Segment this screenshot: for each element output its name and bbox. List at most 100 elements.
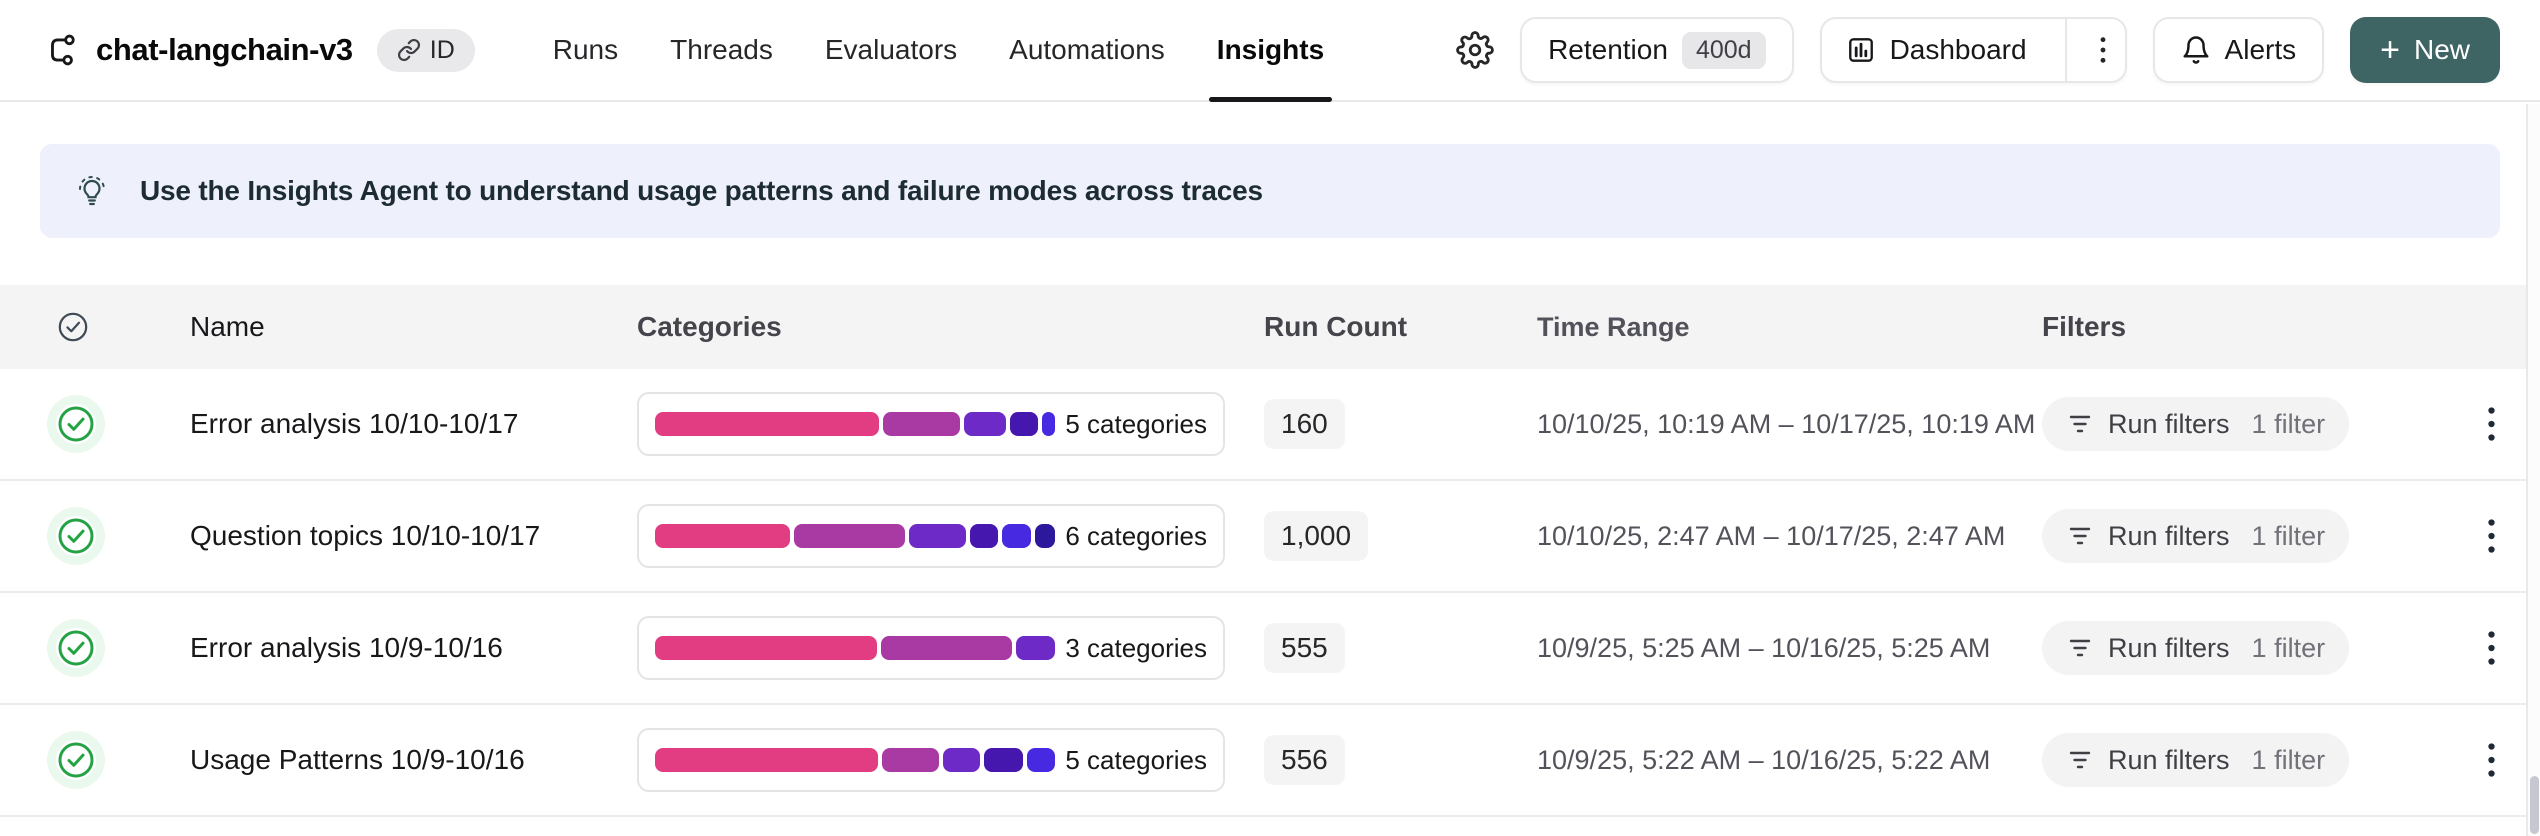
run-filters-button[interactable]: Run filters 1 filter	[2042, 621, 2350, 675]
active-tab-underline	[1208, 97, 1333, 102]
run-count-badge: 555	[1264, 623, 1345, 673]
alerts-label: Alerts	[2224, 34, 2297, 65]
category-segment	[1002, 524, 1032, 548]
category-segment	[882, 748, 940, 772]
retention-label: Retention	[1548, 34, 1668, 65]
new-button[interactable]: + New	[2350, 17, 2500, 83]
filter-lines-icon	[2066, 636, 2094, 660]
filter-count-label: 1 filter	[2251, 744, 2326, 775]
project-tabs: Runs Threads Evaluators Automations Insi…	[552, 0, 1333, 102]
link-icon	[397, 38, 421, 62]
insights-agent-banner: Use the Insights Agent to understand usa…	[40, 144, 2500, 238]
table-header-row: Name Categories Run Count Time Range Fil…	[0, 285, 2540, 369]
categories-cell: 6 categories	[637, 504, 1225, 568]
retention-button[interactable]: Retention 400d	[1520, 17, 1794, 83]
run-filters-label: Run filters	[2108, 408, 2230, 439]
kebab-vertical-icon	[2487, 406, 2496, 442]
new-button-label: New	[2413, 34, 2470, 65]
tab-evaluators[interactable]: Evaluators	[824, 34, 958, 65]
row-actions-button[interactable]	[2487, 630, 2496, 666]
tab-insights[interactable]: Insights	[1208, 0, 1333, 102]
filter-lines-icon	[2066, 412, 2094, 436]
category-segment	[983, 748, 1023, 772]
table-row[interactable]: Usage Patterns 10/9-10/16 5 categories 5…	[0, 705, 2540, 817]
row-actions-button[interactable]	[2487, 406, 2496, 442]
project-id-badge[interactable]: ID	[376, 28, 475, 72]
table-row[interactable]: Error analysis 10/9-10/16 3 categories 5…	[0, 593, 2540, 705]
category-segment	[1035, 524, 1055, 548]
filter-count-label: 1 filter	[2251, 408, 2326, 439]
filter-count-label: 1 filter	[2251, 520, 2326, 551]
scrollbar-thumb[interactable]	[2530, 776, 2539, 834]
select-column-header	[0, 310, 190, 344]
run-filters-button[interactable]: Run filters 1 filter	[2042, 397, 2350, 451]
category-segment	[969, 524, 999, 548]
dashboard-button[interactable]: Dashboard	[1822, 19, 2051, 81]
status-complete-icon	[56, 628, 96, 668]
plus-icon: +	[2380, 31, 2400, 69]
insight-name: Error analysis 10/10-10/17	[190, 408, 519, 439]
trace-tree-icon	[40, 31, 78, 69]
categories-bar	[655, 412, 1056, 436]
run-filters-button[interactable]: Run filters 1 filter	[2042, 733, 2350, 787]
page-title: chat-langchain-v3	[96, 32, 353, 67]
banner-text: Use the Insights Agent to understand usa…	[140, 175, 1263, 206]
alerts-button[interactable]: Alerts	[2152, 17, 2325, 83]
filter-count-label: 1 filter	[2251, 632, 2326, 663]
gear-icon	[1456, 31, 1494, 69]
categories-cell: 5 categories	[637, 392, 1225, 456]
status-complete-icon	[56, 516, 96, 556]
category-segment	[655, 412, 879, 436]
insight-name: Question topics 10/10-10/17	[190, 520, 541, 551]
column-header-filters: Filters	[2042, 311, 2127, 342]
settings-button[interactable]	[1456, 31, 1494, 69]
divider	[2064, 19, 2067, 81]
categories-bar	[655, 748, 1055, 772]
category-segment	[655, 524, 791, 548]
run-filters-label: Run filters	[2108, 744, 2230, 775]
column-header-run-count: Run Count	[1264, 311, 1408, 342]
table-row[interactable]: Error analysis 10/10-10/17 5 categories …	[0, 369, 2540, 481]
kebab-vertical-icon	[2487, 518, 2496, 554]
kebab-vertical-icon	[2487, 742, 2496, 778]
category-segment	[1026, 748, 1055, 772]
categories-bar	[655, 524, 1055, 548]
categories-count-label: 3 categories	[1065, 632, 1207, 663]
time-range: 10/10/25, 2:47 AM – 10/17/25, 2:47 AM	[1537, 520, 2006, 551]
run-filters-button[interactable]: Run filters 1 filter	[2042, 509, 2350, 563]
column-header-name: Name	[190, 311, 265, 342]
dashboard-more-button[interactable]	[2081, 19, 2125, 81]
table-row[interactable]: Question topics 10/10-10/17 6 categories…	[0, 481, 2540, 593]
bar-chart-icon	[1846, 35, 1876, 65]
run-count-badge: 1,000	[1264, 511, 1369, 561]
status-complete-icon	[56, 740, 96, 780]
categories-count-label: 5 categories	[1065, 744, 1207, 775]
row-actions-button[interactable]	[2487, 742, 2496, 778]
retention-value-badge: 400d	[1681, 31, 1766, 69]
vertical-scrollbar	[2526, 104, 2540, 836]
lightbulb-icon	[74, 173, 110, 209]
time-range: 10/9/25, 5:25 AM – 10/16/25, 5:25 AM	[1537, 632, 1991, 663]
insight-name: Usage Patterns 10/9-10/16	[190, 744, 525, 775]
time-range: 10/10/25, 10:19 AM – 10/17/25, 10:19 AM	[1537, 408, 2036, 439]
tab-runs[interactable]: Runs	[552, 34, 619, 65]
category-segment	[880, 636, 1013, 660]
insight-name: Error analysis 10/9-10/16	[190, 632, 503, 663]
categories-bar	[655, 636, 1055, 660]
insights-table: Name Categories Run Count Time Range Fil…	[0, 285, 2540, 817]
tab-threads[interactable]: Threads	[670, 34, 773, 65]
category-segment	[1010, 412, 1039, 436]
run-count-badge: 160	[1264, 399, 1345, 449]
bell-icon	[2181, 35, 2211, 65]
dashboard-label: Dashboard	[1889, 34, 2027, 65]
category-segment	[909, 524, 966, 548]
category-segment	[1016, 636, 1055, 660]
filter-lines-icon	[2066, 748, 2094, 772]
kebab-vertical-icon	[2099, 35, 2107, 65]
run-filters-label: Run filters	[2108, 632, 2230, 663]
project-id-label: ID	[429, 35, 455, 64]
filter-lines-icon	[2066, 524, 2094, 548]
row-actions-button[interactable]	[2487, 518, 2496, 554]
tab-automations[interactable]: Automations	[1009, 34, 1165, 65]
